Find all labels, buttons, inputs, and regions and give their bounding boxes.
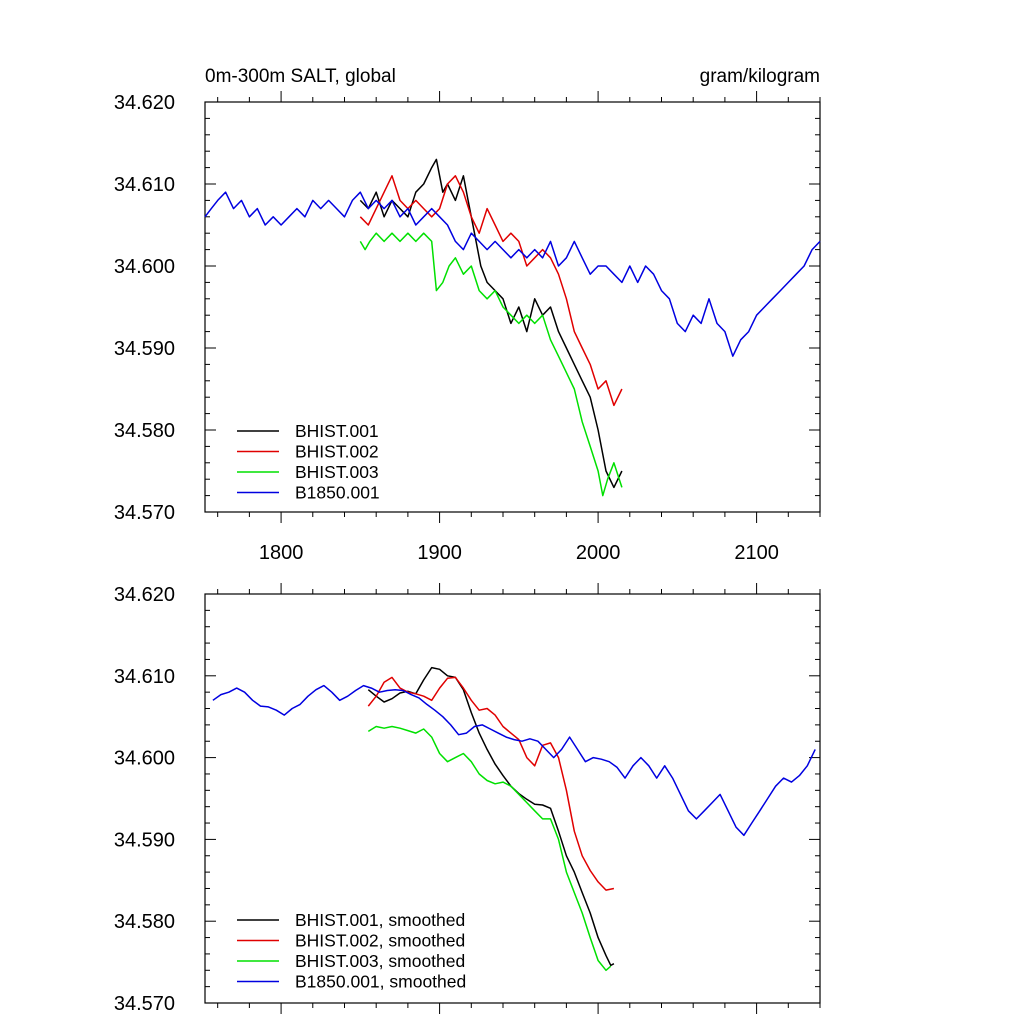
plot-frame (204, 593, 821, 1004)
series-line (367, 676, 615, 891)
x-tick-label: 2000 (576, 542, 621, 564)
y-tick-label: 34.590 (114, 829, 175, 851)
top-panel-raw: 34.570 34.580 34.590 34.600 34.610 34.620 1800… (114, 91, 821, 564)
series-line (359, 158, 623, 489)
x-tick-label: 1900 (417, 542, 462, 564)
y-tick-label: 34.610 (114, 174, 175, 196)
y-tick-label: 34.620 (114, 92, 175, 114)
x-tick-label: 2100 (734, 542, 779, 564)
legend-label: BHIST.001, smoothed (295, 910, 465, 930)
y-tick-label: 34.580 (114, 420, 175, 442)
legend-label: BHIST.003, smoothed (295, 951, 465, 971)
bottom-panel-smoothed: 34.570 34.580 34.590 34.600 34.610 34.620 BHIS… (114, 583, 821, 1015)
chart-title: 0m-300m SALT, global (205, 66, 396, 87)
legend-label: B1850.001, smoothed (295, 972, 466, 992)
series-line (204, 191, 821, 357)
series-line (359, 232, 623, 497)
legend-label: B1850.001 (295, 483, 380, 503)
series-line (367, 725, 612, 972)
legend-label: BHIST.002, smoothed (295, 931, 465, 951)
y-tick-label: 34.620 (114, 584, 175, 606)
legend-label: BHIST.003 (295, 462, 379, 482)
plot-frame (204, 101, 821, 513)
legend-label: BHIST.002 (295, 442, 379, 462)
series-line (359, 175, 623, 407)
y-tick-label: 34.610 (114, 666, 175, 688)
y-tick-label: 34.570 (114, 993, 175, 1015)
series-line (212, 684, 816, 837)
y-tick-label: 34.600 (114, 256, 175, 278)
y-tick-label: 34.590 (114, 338, 175, 360)
x-tick-label: 1800 (259, 542, 304, 564)
legend-label: BHIST.001 (295, 421, 379, 441)
units-label: gram/kilogram (700, 66, 820, 87)
y-tick-label: 34.570 (114, 502, 175, 524)
y-tick-label: 34.580 (114, 911, 175, 933)
y-tick-label: 34.600 (114, 748, 175, 770)
